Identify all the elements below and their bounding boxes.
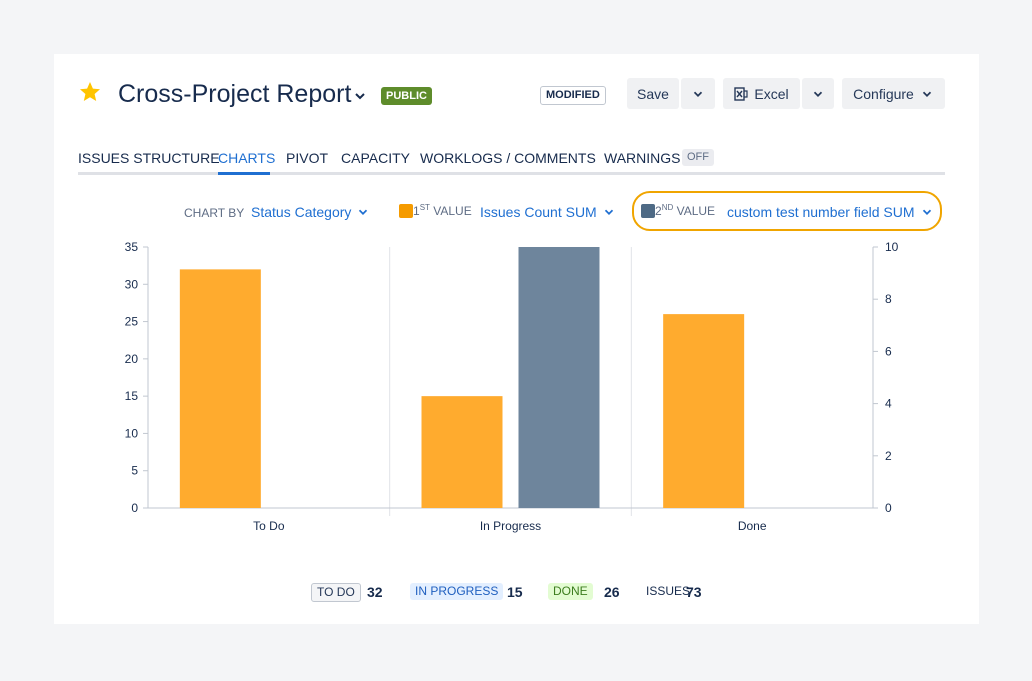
configure-button[interactable]: Configure xyxy=(842,78,945,109)
tab-worklogs-comments[interactable]: WORKLOGS / COMMENTS xyxy=(420,150,596,166)
chevron-down-icon xyxy=(813,91,823,97)
chevron-down-icon xyxy=(693,91,703,97)
tab-pivot[interactable]: PIVOT xyxy=(286,150,329,166)
right-axis-tick-label: 4 xyxy=(885,397,892,411)
chart-bar xyxy=(663,314,745,508)
summary-todo-badge: TO DO xyxy=(311,583,361,602)
warnings-off-badge[interactable]: OFF xyxy=(682,149,714,166)
left-axis-tick-label: 35 xyxy=(125,240,139,254)
left-axis-tick-label: 10 xyxy=(125,426,139,440)
save-button[interactable]: Save xyxy=(627,78,679,109)
excel-options-button[interactable] xyxy=(802,78,834,109)
right-axis-tick-label: 0 xyxy=(885,501,892,515)
second-value-highlight xyxy=(632,191,942,231)
right-axis-tick-label: 8 xyxy=(885,292,892,306)
second-value-label: 2ND VALUE xyxy=(655,203,716,218)
tabs-divider xyxy=(78,172,945,175)
right-axis-tick-label: 10 xyxy=(885,240,899,254)
save-label: Save xyxy=(637,85,669,102)
summary-done-badge: DONE xyxy=(548,583,593,600)
excel-export-button[interactable]: Excel xyxy=(723,78,800,109)
second-value-field: custom test number field SUM xyxy=(727,204,915,220)
left-axis-tick-label: 30 xyxy=(125,277,139,291)
left-axis-tick-label: 0 xyxy=(131,501,138,515)
right-axis-tick-label: 2 xyxy=(885,449,892,463)
report-title[interactable]: Cross-Project Report xyxy=(118,80,352,108)
chevron-down-icon xyxy=(922,209,931,215)
tab-warnings[interactable]: WARNINGS xyxy=(604,150,681,166)
chevron-down-icon xyxy=(922,91,931,97)
favorite-star-icon[interactable] xyxy=(78,80,102,104)
tab-charts[interactable]: CHARTS xyxy=(218,150,276,166)
excel-label: Excel xyxy=(754,85,789,102)
chart-bar xyxy=(421,396,503,508)
left-axis-tick-label: 15 xyxy=(125,389,139,403)
left-axis-tick-label: 20 xyxy=(125,352,139,366)
first-value-swatch xyxy=(399,204,413,218)
chevron-down-icon[interactable] xyxy=(352,88,368,104)
first-value-field: Issues Count SUM xyxy=(480,204,597,220)
first-value-dropdown[interactable]: Issues Count SUM xyxy=(480,204,616,220)
summary-in-progress-badge: IN PROGRESS xyxy=(410,583,504,600)
chart-by-value: Status Category xyxy=(251,204,352,220)
tab-capacity[interactable]: CAPACITY xyxy=(341,150,410,166)
chart-bar xyxy=(518,247,600,508)
second-value-dropdown[interactable]: custom test number field SUM xyxy=(727,204,934,220)
excel-icon xyxy=(734,86,748,101)
save-options-button[interactable] xyxy=(681,78,715,109)
right-axis-tick-label: 6 xyxy=(885,344,892,358)
left-axis-tick-label: 5 xyxy=(131,464,138,478)
summary-in-progress-count: 15 xyxy=(507,584,523,600)
chart-by-label: CHART BY xyxy=(184,206,245,220)
chevron-down-icon xyxy=(359,209,368,215)
tab-issues-structure[interactable]: ISSUES STRUCTURE xyxy=(78,150,220,166)
first-value-label: 1ST VALUE xyxy=(413,203,472,218)
left-axis-tick-label: 25 xyxy=(125,315,139,329)
summary-todo-count: 32 xyxy=(367,584,383,600)
chevron-down-icon xyxy=(604,209,613,215)
summary-issues-count: 73 xyxy=(686,584,702,600)
category-label: In Progress xyxy=(480,519,541,533)
configure-label: Configure xyxy=(853,85,914,102)
second-value-swatch xyxy=(641,204,655,218)
public-badge: PUBLIC xyxy=(381,87,432,105)
category-label: To Do xyxy=(253,519,285,533)
summary-issues-label: ISSUES xyxy=(646,584,691,598)
chart-bar xyxy=(179,269,261,508)
modified-badge: MODIFIED xyxy=(540,86,606,105)
chart-by-dropdown[interactable]: Status Category xyxy=(251,204,370,220)
active-tab-indicator xyxy=(218,172,270,175)
category-label: Done xyxy=(738,519,767,533)
summary-done-count: 26 xyxy=(604,584,620,600)
